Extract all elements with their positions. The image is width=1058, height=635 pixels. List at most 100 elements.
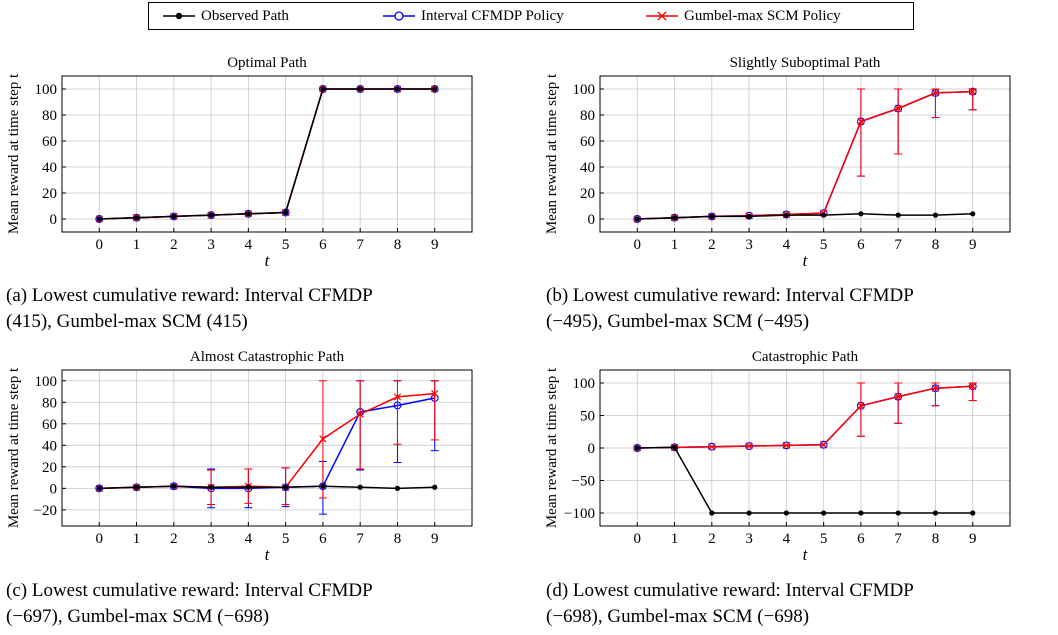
data-point bbox=[821, 212, 827, 218]
x-tick-label: 1 bbox=[671, 531, 679, 547]
x-tick-label: 4 bbox=[245, 531, 253, 547]
x-tick-label: 3 bbox=[207, 531, 215, 547]
y-tick-label: 100 bbox=[35, 374, 58, 390]
data-point bbox=[783, 510, 789, 516]
data-point bbox=[171, 213, 177, 219]
x-axis-label: t bbox=[265, 545, 271, 564]
data-point bbox=[746, 510, 752, 516]
plot-frame bbox=[599, 75, 1011, 233]
x-tick-label: 5 bbox=[282, 237, 290, 253]
x-tick-label: 6 bbox=[319, 237, 327, 253]
y-tick-label: 0 bbox=[50, 212, 58, 228]
caption-b-line1: (b) Lowest cumulative reward: Interval C… bbox=[546, 285, 914, 306]
x-axis-label: t bbox=[803, 251, 809, 270]
data-point bbox=[133, 484, 140, 490]
series-observed-path bbox=[96, 483, 438, 491]
y-axis-label: Mean reward at time step t bbox=[6, 367, 22, 528]
y-tick-label: 80 bbox=[580, 108, 595, 124]
data-point bbox=[283, 209, 289, 216]
data-point bbox=[894, 393, 902, 401]
legend-swatch-interval bbox=[383, 11, 415, 21]
x-tick-label: 7 bbox=[356, 237, 364, 253]
x-tick-label: 5 bbox=[820, 237, 828, 253]
data-point bbox=[782, 441, 790, 450]
series-line bbox=[99, 88, 435, 220]
series-interval-cfmdp-policy bbox=[633, 382, 977, 452]
x-tick-label: 2 bbox=[170, 237, 178, 253]
x-tick-label: 7 bbox=[894, 237, 902, 253]
chart-slightly-suboptimal-path: Slightly Suboptimal Path 0 1 2 3 4 5 6 7 8 9 0 20 40 6… bbox=[544, 55, 1011, 270]
plot-frame bbox=[61, 75, 473, 233]
x-tick-label: 9 bbox=[431, 531, 439, 547]
data-point bbox=[357, 86, 363, 92]
data-point bbox=[857, 117, 865, 126]
x-tick-label: 2 bbox=[708, 237, 716, 253]
y-tick-label: 20 bbox=[42, 460, 57, 476]
data-point bbox=[745, 442, 753, 450]
x-tick-label: 0 bbox=[634, 237, 642, 253]
x-tick-label: 0 bbox=[634, 531, 642, 547]
data-point bbox=[970, 211, 976, 217]
data-point bbox=[708, 443, 716, 451]
y-tick-label: 100 bbox=[35, 82, 58, 98]
y-tick-label: 0 bbox=[50, 481, 58, 497]
y-tick-label: 50 bbox=[580, 409, 595, 425]
data-point bbox=[857, 402, 865, 410]
x-tick-label: 9 bbox=[969, 531, 977, 547]
data-point bbox=[245, 211, 251, 217]
data-point bbox=[634, 216, 640, 222]
x-tick-label: 2 bbox=[170, 531, 178, 547]
data-point bbox=[671, 444, 678, 450]
data-point bbox=[858, 510, 864, 516]
x-tick-label: 9 bbox=[969, 237, 977, 253]
legend-entry-gumbel: Gumbel-max SCM Policy bbox=[644, 3, 841, 29]
y-tick-label: −100 bbox=[564, 506, 595, 522]
data-point bbox=[746, 213, 752, 219]
x-tick-label: 1 bbox=[671, 237, 679, 253]
data-point bbox=[394, 485, 401, 491]
chart-optimal-path: Optimal Path 0 1 2 3 4 5 6 7 8 9 0 20 40 60 80 100 t Mean … bbox=[6, 55, 473, 270]
y-tick-label: 20 bbox=[580, 186, 595, 202]
chart-title: Optimal Path bbox=[227, 55, 307, 71]
x-tick-label: 8 bbox=[394, 237, 402, 253]
data-point bbox=[357, 484, 363, 490]
data-point bbox=[932, 212, 939, 218]
data-point bbox=[96, 485, 102, 491]
series-interval-cfmdp-policy bbox=[95, 85, 439, 223]
grid bbox=[62, 76, 472, 232]
series-gumbel-max-scm-policy bbox=[95, 380, 439, 505]
caption-d: (d) Lowest cumulative reward: Interval C… bbox=[546, 578, 914, 630]
plot-frame bbox=[61, 369, 473, 527]
y-tick-label: −50 bbox=[572, 474, 595, 490]
data-point bbox=[432, 86, 438, 92]
caption-c: (c) Lowest cumulative reward: Interval C… bbox=[6, 578, 373, 630]
data-point bbox=[208, 484, 214, 490]
caption-d-line1: (d) Lowest cumulative reward: Interval C… bbox=[546, 580, 914, 601]
data-point bbox=[895, 212, 901, 218]
data-point bbox=[895, 510, 901, 516]
data-point bbox=[320, 483, 326, 489]
x-axis-label: t bbox=[803, 545, 809, 564]
legend-entry-interval: Interval CFMDP Policy bbox=[381, 3, 564, 29]
y-axis-label: Mean reward at time step t bbox=[544, 73, 560, 234]
caption-b-line2: (−495), Gumbel-max SCM (−495) bbox=[546, 311, 810, 332]
series-gumbel-max-scm-policy bbox=[633, 382, 977, 452]
x-tick-label: 4 bbox=[783, 237, 791, 253]
legend-label-observed: Observed Path bbox=[201, 7, 289, 24]
y-tick-label: 40 bbox=[42, 160, 57, 176]
series-line bbox=[637, 90, 973, 220]
data-point bbox=[894, 104, 902, 113]
data-point bbox=[709, 213, 715, 219]
series-line bbox=[637, 213, 973, 220]
chart-title: Slightly Suboptimal Path bbox=[730, 55, 881, 71]
data-point bbox=[932, 510, 939, 516]
x-tick-label: 3 bbox=[207, 237, 215, 253]
caption-c-line2: (−697), Gumbel-max SCM (−698) bbox=[6, 606, 270, 627]
series-line bbox=[637, 90, 973, 220]
chart-almost-catastrophic-path: Almost Catastrophic Path 0 1 2 3 4 5 6 7 8 9 −20 0 20… bbox=[6, 349, 473, 564]
y-tick-label: 60 bbox=[42, 134, 57, 150]
series-observed-path bbox=[96, 86, 438, 222]
data-point bbox=[634, 445, 640, 451]
data-point bbox=[709, 510, 715, 516]
series-interval-cfmdp-policy bbox=[633, 87, 977, 223]
